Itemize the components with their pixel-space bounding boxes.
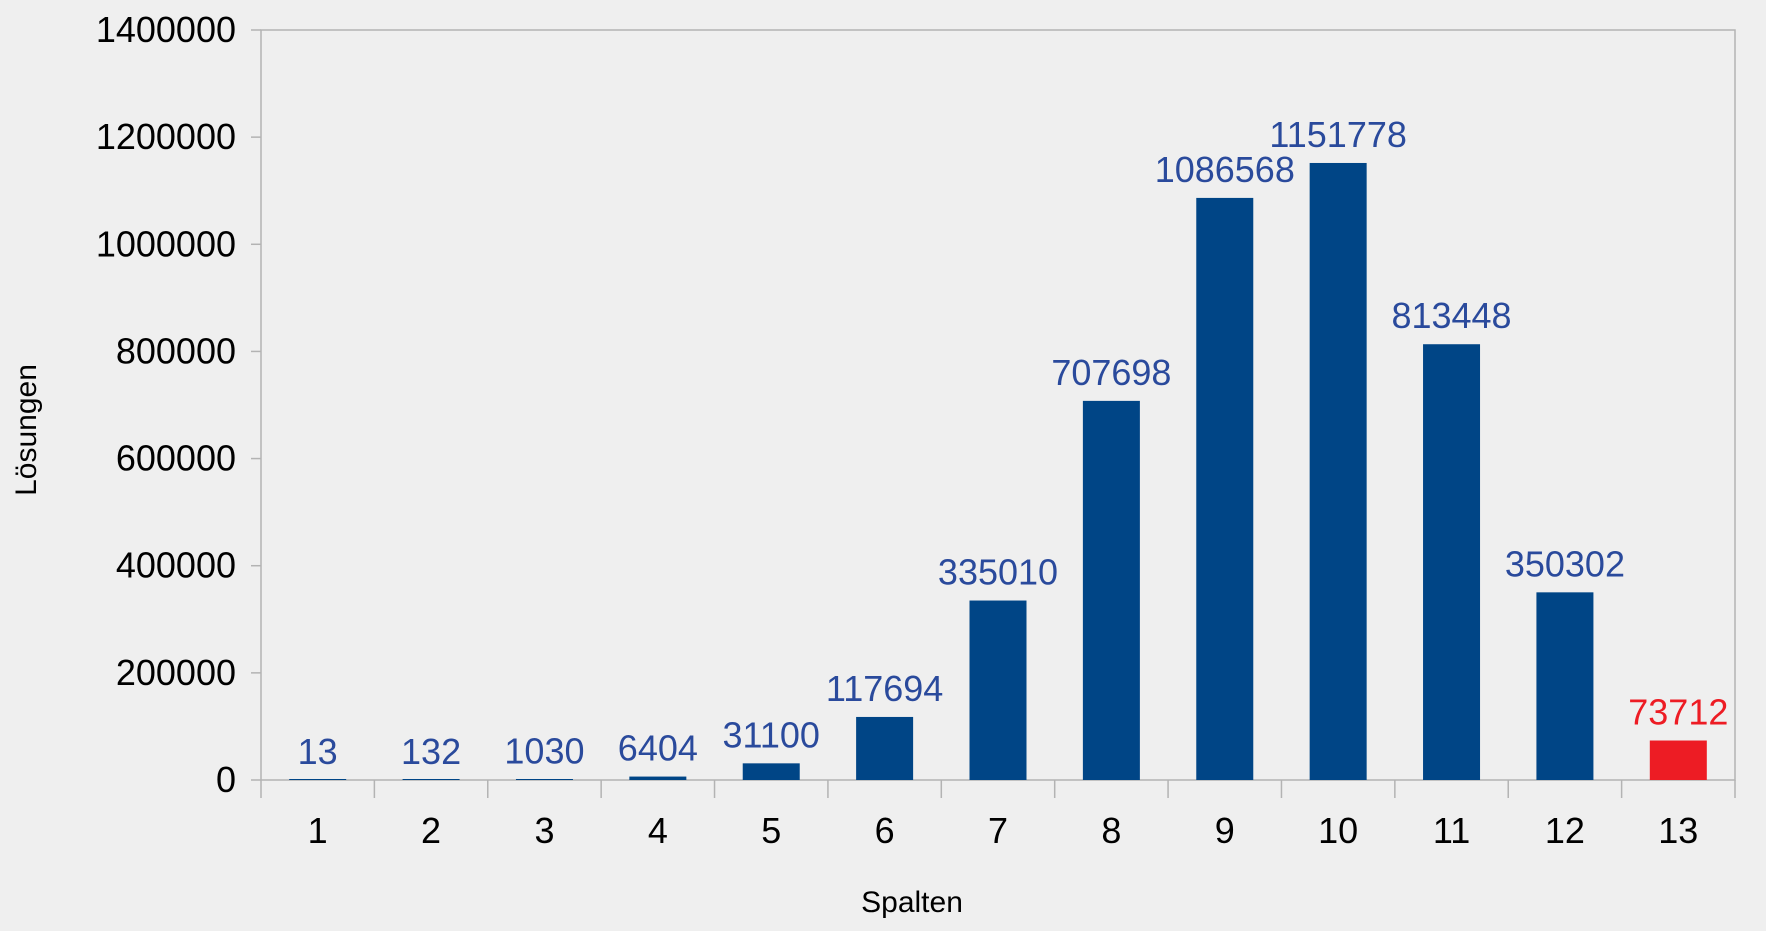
x-tick-label: 13 bbox=[1658, 810, 1698, 851]
bar bbox=[742, 763, 800, 780]
y-tick-label: 400000 bbox=[116, 545, 236, 586]
y-tick-label: 1400000 bbox=[96, 9, 236, 50]
data-label: 1151778 bbox=[1269, 114, 1406, 155]
bar bbox=[629, 776, 687, 780]
data-label: 132 bbox=[401, 731, 461, 772]
bar bbox=[1649, 740, 1707, 780]
bar bbox=[856, 716, 914, 780]
bar bbox=[1536, 592, 1594, 780]
x-tick-label: 1 bbox=[308, 810, 328, 851]
x-tick-label: 2 bbox=[421, 810, 441, 851]
data-label: 1086568 bbox=[1155, 149, 1295, 190]
data-label: 117694 bbox=[826, 668, 943, 709]
x-tick-label: 4 bbox=[648, 810, 668, 851]
x-tick-label: 7 bbox=[988, 810, 1008, 851]
y-axis-title: Lösungen bbox=[10, 364, 43, 496]
y-tick-label: 200000 bbox=[116, 652, 236, 693]
y-tick-label: 800000 bbox=[116, 330, 236, 371]
bar bbox=[1309, 162, 1367, 780]
x-axis-title: Spalten bbox=[861, 886, 963, 919]
bar bbox=[402, 779, 460, 780]
y-tick-label: 0 bbox=[216, 759, 236, 800]
data-label: 335010 bbox=[938, 552, 1058, 593]
x-tick-label: 5 bbox=[761, 810, 781, 851]
y-tick-label: 1000000 bbox=[96, 223, 236, 264]
data-label: 31100 bbox=[723, 714, 820, 755]
bar bbox=[1196, 197, 1254, 780]
y-tick-label: 600000 bbox=[116, 438, 236, 479]
data-label: 13 bbox=[298, 731, 338, 772]
bar bbox=[969, 600, 1027, 780]
x-tick-label: 10 bbox=[1318, 810, 1358, 851]
x-tick-label: 9 bbox=[1215, 810, 1235, 851]
y-tick-label: 1200000 bbox=[96, 116, 236, 157]
data-label: 73712 bbox=[1628, 692, 1728, 733]
x-tick-label: 6 bbox=[875, 810, 895, 851]
data-label: 350302 bbox=[1505, 543, 1625, 584]
data-label: 813448 bbox=[1391, 295, 1511, 336]
x-tick-label: 8 bbox=[1101, 810, 1121, 851]
plot-area: 0 200000 400000 600000 800000 1000000 1200000 1… bbox=[96, 9, 1736, 851]
x-tick-label: 12 bbox=[1545, 810, 1585, 851]
data-label: 1030 bbox=[504, 730, 584, 771]
bar bbox=[515, 779, 573, 780]
data-label: 707698 bbox=[1051, 352, 1171, 393]
bar bbox=[1082, 400, 1140, 780]
x-tick-label: 11 bbox=[1433, 810, 1470, 851]
bar bbox=[289, 779, 347, 780]
bar bbox=[1423, 344, 1481, 780]
data-label: 6404 bbox=[618, 728, 698, 769]
x-tick-label: 3 bbox=[534, 810, 554, 851]
